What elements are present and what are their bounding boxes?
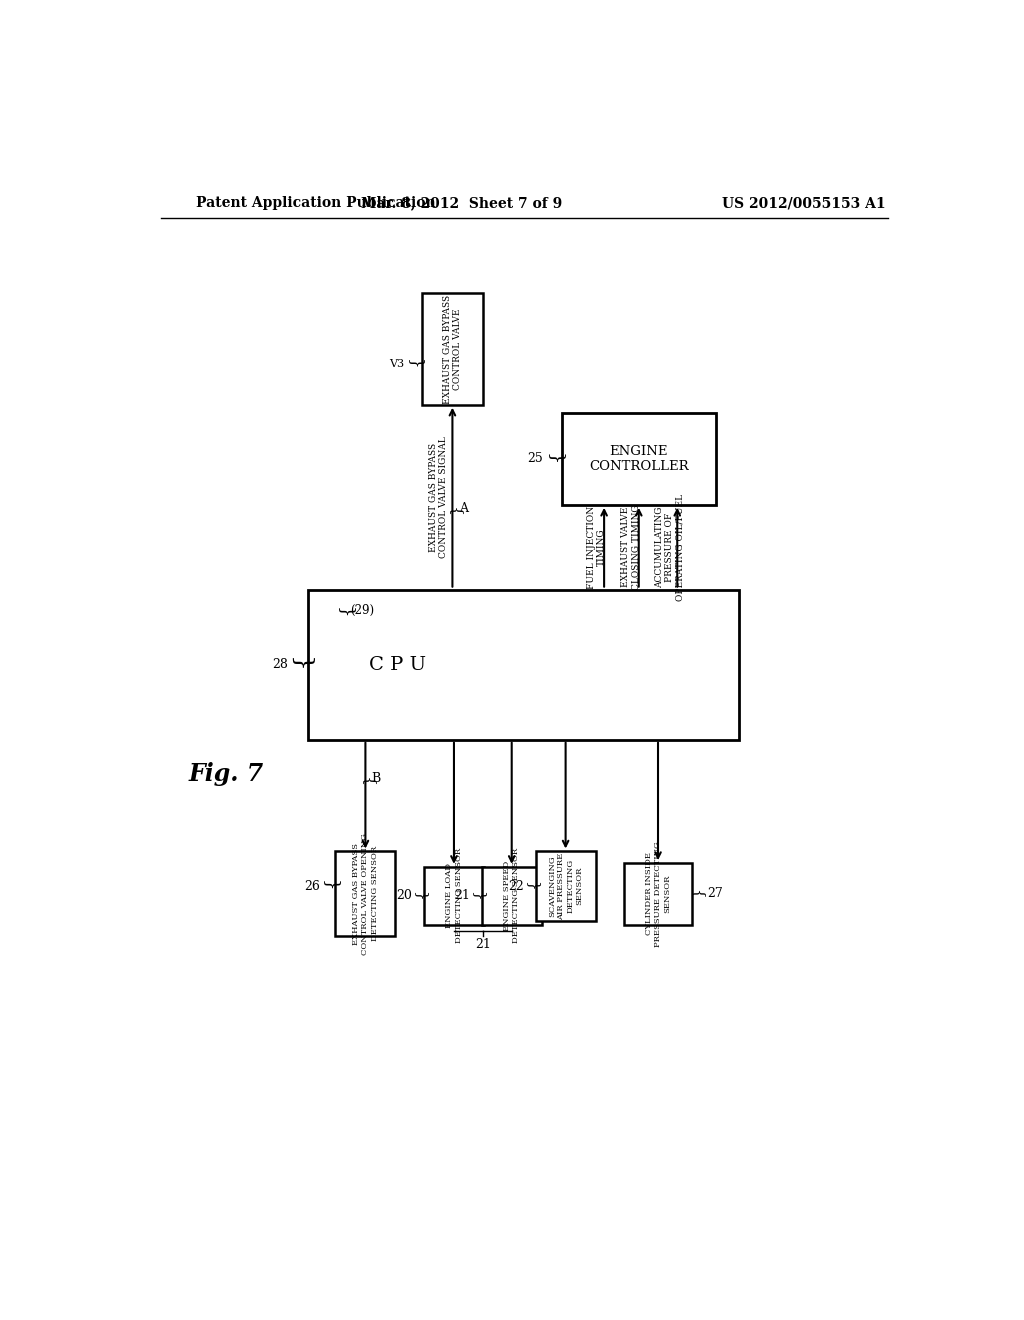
- Bar: [307, 590, 739, 739]
- Text: }: }: [524, 882, 539, 891]
- Bar: [424, 867, 484, 924]
- Text: EXHAUST GAS BYPASS
CONTROL VALVE OPENING
DETECTING SENSOR: EXHAUST GAS BYPASS CONTROL VALVE OPENING…: [352, 833, 379, 954]
- Bar: [481, 867, 542, 924]
- Text: C P U: C P U: [370, 656, 426, 673]
- Text: FUEL INJECTION
TIMING: FUEL INJECTION TIMING: [587, 506, 606, 589]
- Text: 26: 26: [304, 879, 319, 892]
- Text: }: }: [545, 453, 563, 465]
- Text: }: }: [289, 656, 311, 673]
- Text: 28: 28: [272, 659, 289, 671]
- Text: 21: 21: [455, 890, 470, 902]
- Text: ENGINE SPEED
DETECTING SENSOR: ENGINE SPEED DETECTING SENSOR: [503, 849, 520, 944]
- Text: (29): (29): [350, 603, 374, 616]
- Bar: [625, 863, 692, 924]
- Text: }: }: [336, 607, 353, 618]
- Text: ACCUMULATING
PRESSURE OF
OPERATING OIL/FUEL: ACCUMULATING PRESSURE OF OPERATING OIL/F…: [654, 494, 684, 601]
- Text: SCAVENGING
AIR PRESSURE
DETECTING
SENSOR: SCAVENGING AIR PRESSURE DETECTING SENSOR: [548, 853, 584, 920]
- Text: }: }: [413, 891, 427, 900]
- Text: }: }: [406, 359, 423, 370]
- Text: EXHAUST VALVE
CLOSING TIMING: EXHAUST VALVE CLOSING TIMING: [622, 504, 641, 590]
- Text: 25: 25: [526, 453, 543, 465]
- Bar: [562, 412, 716, 504]
- Text: 22: 22: [508, 879, 524, 892]
- Text: Patent Application Publication: Patent Application Publication: [196, 197, 435, 210]
- Text: V3: V3: [389, 359, 404, 370]
- Text: ENGINE LOAD
DETECTING SENSOR: ENGINE LOAD DETECTING SENSOR: [445, 849, 463, 944]
- Text: 20: 20: [396, 890, 413, 902]
- Text: }: }: [449, 504, 463, 513]
- Text: 21: 21: [475, 939, 490, 952]
- Text: }: }: [321, 880, 339, 892]
- Text: EXHAUST GAS BYPASS
CONTROL VALVE SIGNAL: EXHAUST GAS BYPASS CONTROL VALVE SIGNAL: [429, 437, 449, 558]
- Bar: [536, 851, 596, 921]
- Text: Fig. 7: Fig. 7: [188, 763, 263, 787]
- Text: CYLINDER INSIDE
PRESSURE DETECTING
SENSOR: CYLINDER INSIDE PRESSURE DETECTING SENSO…: [645, 841, 671, 946]
- Text: }: }: [360, 774, 375, 784]
- Text: ENGINE
CONTROLLER: ENGINE CONTROLLER: [589, 445, 688, 473]
- Bar: [336, 851, 395, 936]
- Text: Mar. 8, 2012  Sheet 7 of 9: Mar. 8, 2012 Sheet 7 of 9: [361, 197, 562, 210]
- Text: EXHAUST GAS BYPASS
CONTROL VALVE: EXHAUST GAS BYPASS CONTROL VALVE: [442, 294, 462, 404]
- Bar: [422, 293, 483, 405]
- Text: A: A: [459, 502, 468, 515]
- Text: 27: 27: [708, 887, 723, 900]
- Text: US 2012/0055153 A1: US 2012/0055153 A1: [722, 197, 885, 210]
- Text: }: }: [471, 891, 484, 900]
- Text: B: B: [372, 772, 381, 785]
- Text: {: {: [690, 888, 705, 899]
